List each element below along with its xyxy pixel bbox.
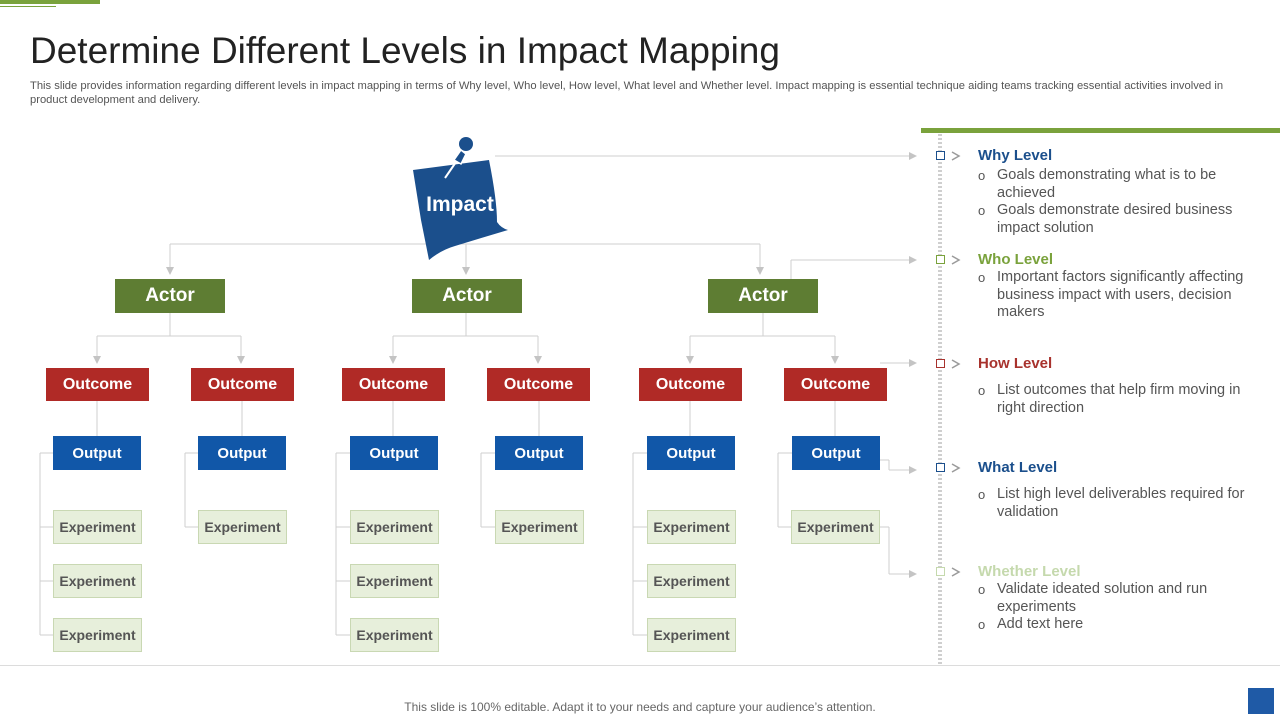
experiment-box: Experiment [647,510,736,544]
level-title: Why Level [978,147,1053,164]
bullet-item: Validate ideated solution and run experi… [978,581,1258,616]
bullet-item: Goals demonstrate desired business impac… [978,202,1258,237]
experiment-box: Experiment [53,618,142,652]
footer-divider [0,665,1280,666]
bullet-item: Goals demonstrating what is to be achiev… [978,167,1258,202]
actor-box: Actor [708,279,818,313]
accent-line [0,6,56,7]
experiment-box: Experiment [350,564,439,598]
arrow-right-icon [951,463,961,473]
arrow-right-icon [951,151,961,161]
experiment-box: Experiment [350,618,439,652]
pushpin-icon [444,134,476,179]
output-box: Output [495,436,583,470]
bullet-item: List outcomes that help firm moving in r… [978,382,1258,417]
level-bullets: Important factors significantly affectin… [978,269,1258,322]
level-title: What Level [978,459,1058,476]
actor-box: Actor [115,279,225,313]
impact-note [413,134,508,260]
level-bullets: List high level deliverables required fo… [978,486,1258,521]
outcome-box: Outcome [639,368,742,401]
level-title: Who Level [978,251,1054,268]
experiment-box: Experiment [791,510,880,544]
level-title: Whether Level [978,563,1081,580]
level-marker-square [936,463,945,472]
outcome-box: Outcome [46,368,149,401]
slide-title: Determine Different Levels in Impact Map… [30,30,780,71]
output-box: Output [198,436,286,470]
experiment-box: Experiment [53,510,142,544]
experiment-box: Experiment [53,564,142,598]
experiment-box: Experiment [495,510,584,544]
output-box: Output [792,436,880,470]
level-bullets: List outcomes that help firm moving in r… [978,382,1258,417]
arrow-right-icon [951,567,961,577]
output-box: Output [647,436,735,470]
accent-bar [0,0,100,4]
slide-subtitle: This slide provides information regardin… [30,80,1224,106]
arrow-right-icon [951,359,961,369]
levels-panel-bar [921,128,1280,133]
outcome-box: Outcome [487,368,590,401]
level-bullets: Validate ideated solution and run experi… [978,581,1258,634]
output-box: Output [53,436,141,470]
level-marker-square [936,151,945,160]
experiment-box: Experiment [647,564,736,598]
bullet-item: Add text here [978,616,1258,634]
impact-label: Impact [426,193,494,216]
actor-box: Actor [412,279,522,313]
corner-square [1248,688,1274,714]
experiment-box: Experiment [198,510,287,544]
outcome-box: Outcome [784,368,887,401]
level-marker-square [936,255,945,264]
bullet-item: List high level deliverables required fo… [978,486,1258,521]
level-marker-square [936,359,945,368]
level-marker-square [936,567,945,576]
output-box: Output [350,436,438,470]
arrow-right-icon [951,255,961,265]
experiment-box: Experiment [350,510,439,544]
outcome-box: Outcome [191,368,294,401]
experiment-box: Experiment [647,618,736,652]
bullet-item: Important factors significantly affectin… [978,269,1258,322]
outcome-box: Outcome [342,368,445,401]
level-title: How Level [978,355,1053,372]
levels-timeline [938,134,942,664]
level-bullets: Goals demonstrating what is to be achiev… [978,167,1258,237]
footer-note: This slide is 100% editable. Adapt it to… [404,700,876,714]
